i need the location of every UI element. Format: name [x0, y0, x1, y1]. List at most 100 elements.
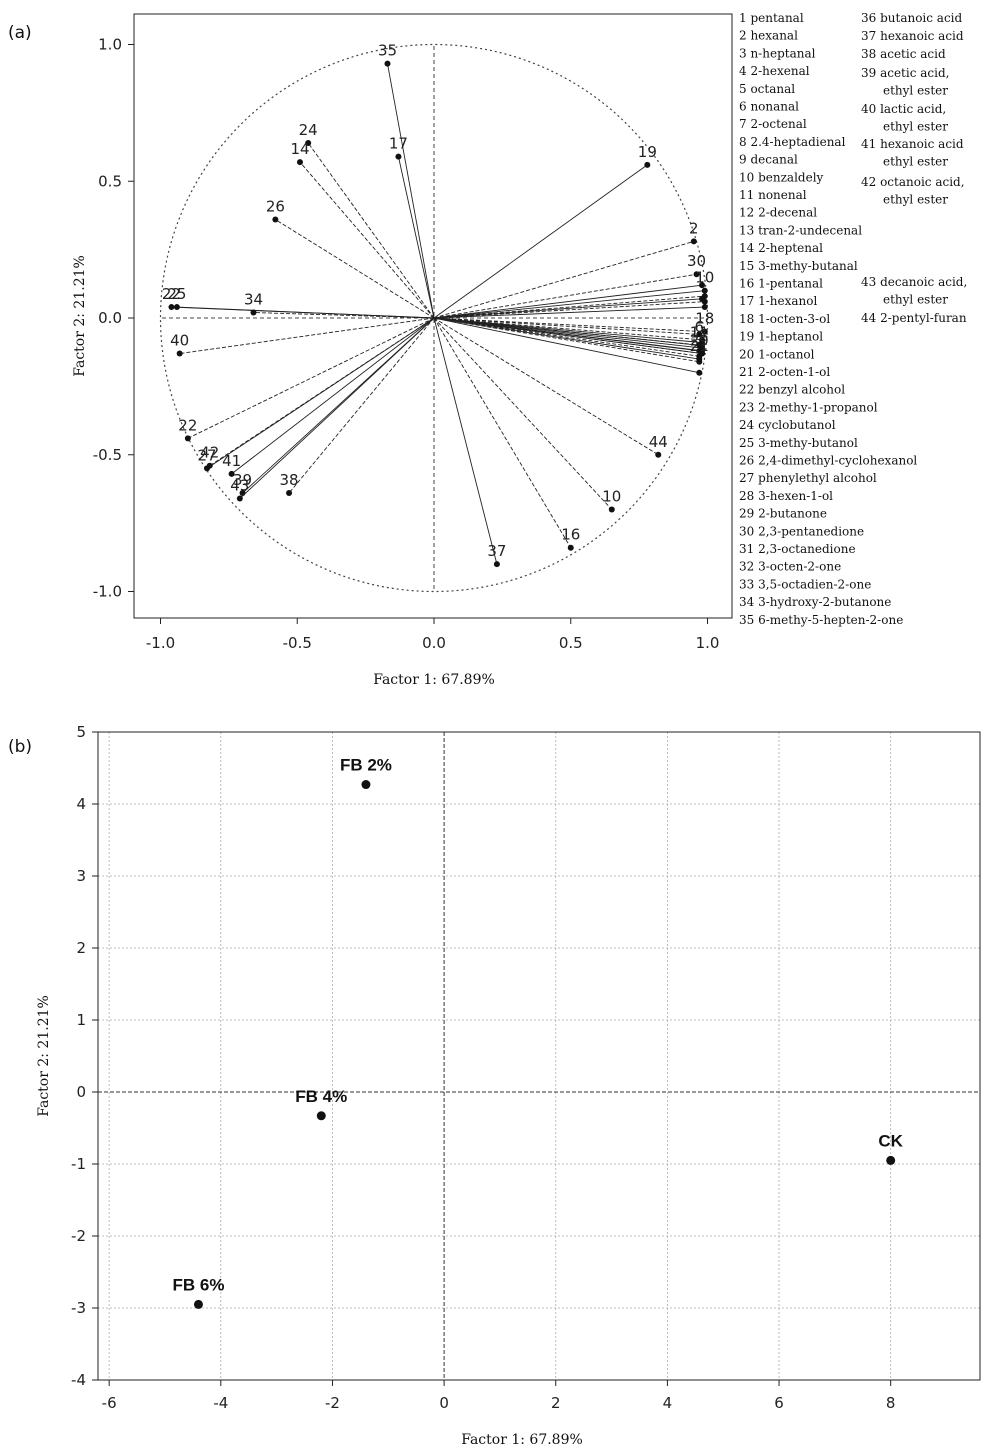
- y-tick-label: -4: [71, 1371, 86, 1389]
- y-tick-label: 1: [76, 1011, 86, 1029]
- vector-label: 42: [200, 444, 219, 462]
- vector-label: 22: [178, 416, 197, 434]
- x-tick-label: 0.5: [559, 634, 583, 652]
- loading-point: [228, 470, 235, 477]
- loading-point: [493, 561, 500, 568]
- legend-entry: 18 1-octen-3-ol: [739, 312, 830, 326]
- loading-vector: [231, 317, 435, 475]
- legend-compounds-1-35: 1 pentanal 2 hexanal 3 n-heptanal 4 2-hexen…: [739, 11, 917, 627]
- loading-vector: [433, 317, 700, 357]
- observations: FB 2% FB 4% FB 6% CK: [172, 756, 904, 1309]
- loading-point: [395, 153, 402, 160]
- legend-entry: 10 benzaldely: [739, 170, 824, 184]
- vector-label: 25: [167, 285, 186, 303]
- x-tick-label: -0.5: [283, 634, 312, 652]
- loadings-plot: (a) -1.0 -0.5 0.0 0.5 1.0 1.0 0.5 0.0 -0.5 -1.0 3…: [8, 11, 967, 688]
- loading-point: [286, 490, 293, 497]
- loading-vector: [433, 317, 572, 548]
- zero-axes: [162, 46, 704, 590]
- legend-entry: 5 octanal: [739, 82, 795, 96]
- y-tick-label: -2: [71, 1227, 86, 1245]
- legend-entry: 24 cyclobutanol: [739, 418, 836, 432]
- loading-point: [236, 495, 243, 502]
- loading-point: [701, 298, 708, 305]
- legend-entry: 33 3,5-octadien-2-one: [739, 577, 871, 591]
- loading-vector: [433, 298, 703, 319]
- vector-label: 10: [695, 269, 714, 287]
- y-axis-title: Factor 2: 21.21%: [36, 995, 52, 1117]
- vector-label: 26: [266, 198, 285, 216]
- loading-point: [701, 304, 708, 311]
- observation-label: FB 2%: [340, 756, 392, 775]
- legend-entry: 43 decanoic acid,: [861, 275, 967, 289]
- loading-point: [176, 350, 183, 357]
- x-tick-label: 0.0: [422, 634, 446, 652]
- vector-label: 44: [649, 433, 668, 451]
- vector-label: 22: [162, 285, 181, 303]
- observation-label: FB 4%: [295, 1087, 347, 1106]
- vector-label: 21: [690, 337, 709, 355]
- loading-vector: [433, 301, 705, 319]
- unit-circle: [159, 43, 709, 593]
- legend-entry: 27 phenylethyl alcohol: [739, 471, 877, 485]
- loading-vector: [176, 306, 435, 319]
- legend-entry: 13 tran-2-undecenal: [739, 223, 862, 237]
- y-tick-label: 0.5: [98, 172, 122, 190]
- loading-point: [701, 287, 708, 294]
- x-tick-label: 6: [774, 1394, 784, 1412]
- loading-vector: [209, 317, 435, 467]
- loading-vector: [433, 317, 700, 374]
- loading-point: [250, 309, 257, 316]
- vector-label: 14: [290, 140, 309, 158]
- loading-point: [644, 161, 651, 168]
- vector-label: 34: [244, 291, 263, 309]
- loading-vector: [433, 317, 659, 456]
- loading-point: [655, 451, 662, 458]
- axis-ticks: -6 -4 -2 0 2 4 6 8 5 4 3 2 1 0 -1 -2 -3 -4: [71, 723, 895, 1412]
- loading-vector: [433, 317, 700, 346]
- y-tick-label: 0.0: [98, 309, 122, 327]
- legend-entry: 42 octanoic acid,: [861, 175, 965, 189]
- legend-entry: 41 hexanoic acid: [861, 137, 964, 151]
- grid: [98, 732, 980, 1380]
- y-tick-label: 0: [76, 1083, 86, 1101]
- legend-entry: ethyl ester: [883, 120, 948, 134]
- scores-plot: (b) -6 -4 -2 0 2 4 6 8 5 4 3 2 1 0 -1 -2 -3 -4 FB 2% FB 4%…: [8, 723, 981, 1448]
- plot-frame: [133, 13, 733, 619]
- legend-entry: 6 nonanal: [739, 100, 799, 114]
- legend-entry: 8 2.4-heptadienal: [739, 135, 846, 149]
- vector-label: 43: [230, 477, 249, 495]
- loading-point: [696, 358, 703, 365]
- vector-label: 38: [279, 471, 298, 489]
- legend-entry: 35 6-methy-5-hepten-2-one: [739, 613, 903, 627]
- loading-vector: [433, 317, 498, 565]
- legend-entry: 31 2,3-octanedione: [739, 542, 856, 556]
- loading-vector: [179, 317, 435, 355]
- vector-label: 10: [602, 487, 621, 505]
- loading-point: [696, 369, 703, 376]
- x-tick-label: 2: [551, 1394, 561, 1412]
- legend-entry: 26 2,4-dimethyl-cyclohexanol: [739, 454, 917, 468]
- loading-vector: [433, 317, 703, 344]
- vector-label: 18: [695, 310, 714, 328]
- legend-entry: 7 2-octenal: [739, 117, 807, 131]
- vector-label: 19: [638, 143, 657, 161]
- loading-point: [699, 282, 706, 289]
- loading-vector: [433, 317, 613, 510]
- legend-entry: ethyl ester: [883, 155, 948, 169]
- legend-entry: 1 pentanal: [739, 11, 804, 25]
- loading-point: [384, 60, 391, 67]
- legend-entry: 40 lactic acid,: [861, 102, 946, 116]
- y-tick-label: -1: [71, 1155, 86, 1173]
- y-tick-label: -0.5: [93, 446, 122, 464]
- legend-entry: 17 1-hexanol: [739, 294, 817, 308]
- y-axis-title: Factor 2: 21.21%: [72, 255, 88, 377]
- loading-vector: [275, 219, 435, 319]
- legend-entry: 4 2-hexenal: [739, 64, 810, 78]
- unit-circle-outline: [159, 43, 709, 593]
- observation-point: [886, 1155, 896, 1165]
- loading-point: [701, 328, 708, 335]
- loading-vector: [387, 63, 435, 319]
- vector-label: 39: [233, 471, 252, 489]
- legend-entry: ethyl ester: [883, 84, 948, 98]
